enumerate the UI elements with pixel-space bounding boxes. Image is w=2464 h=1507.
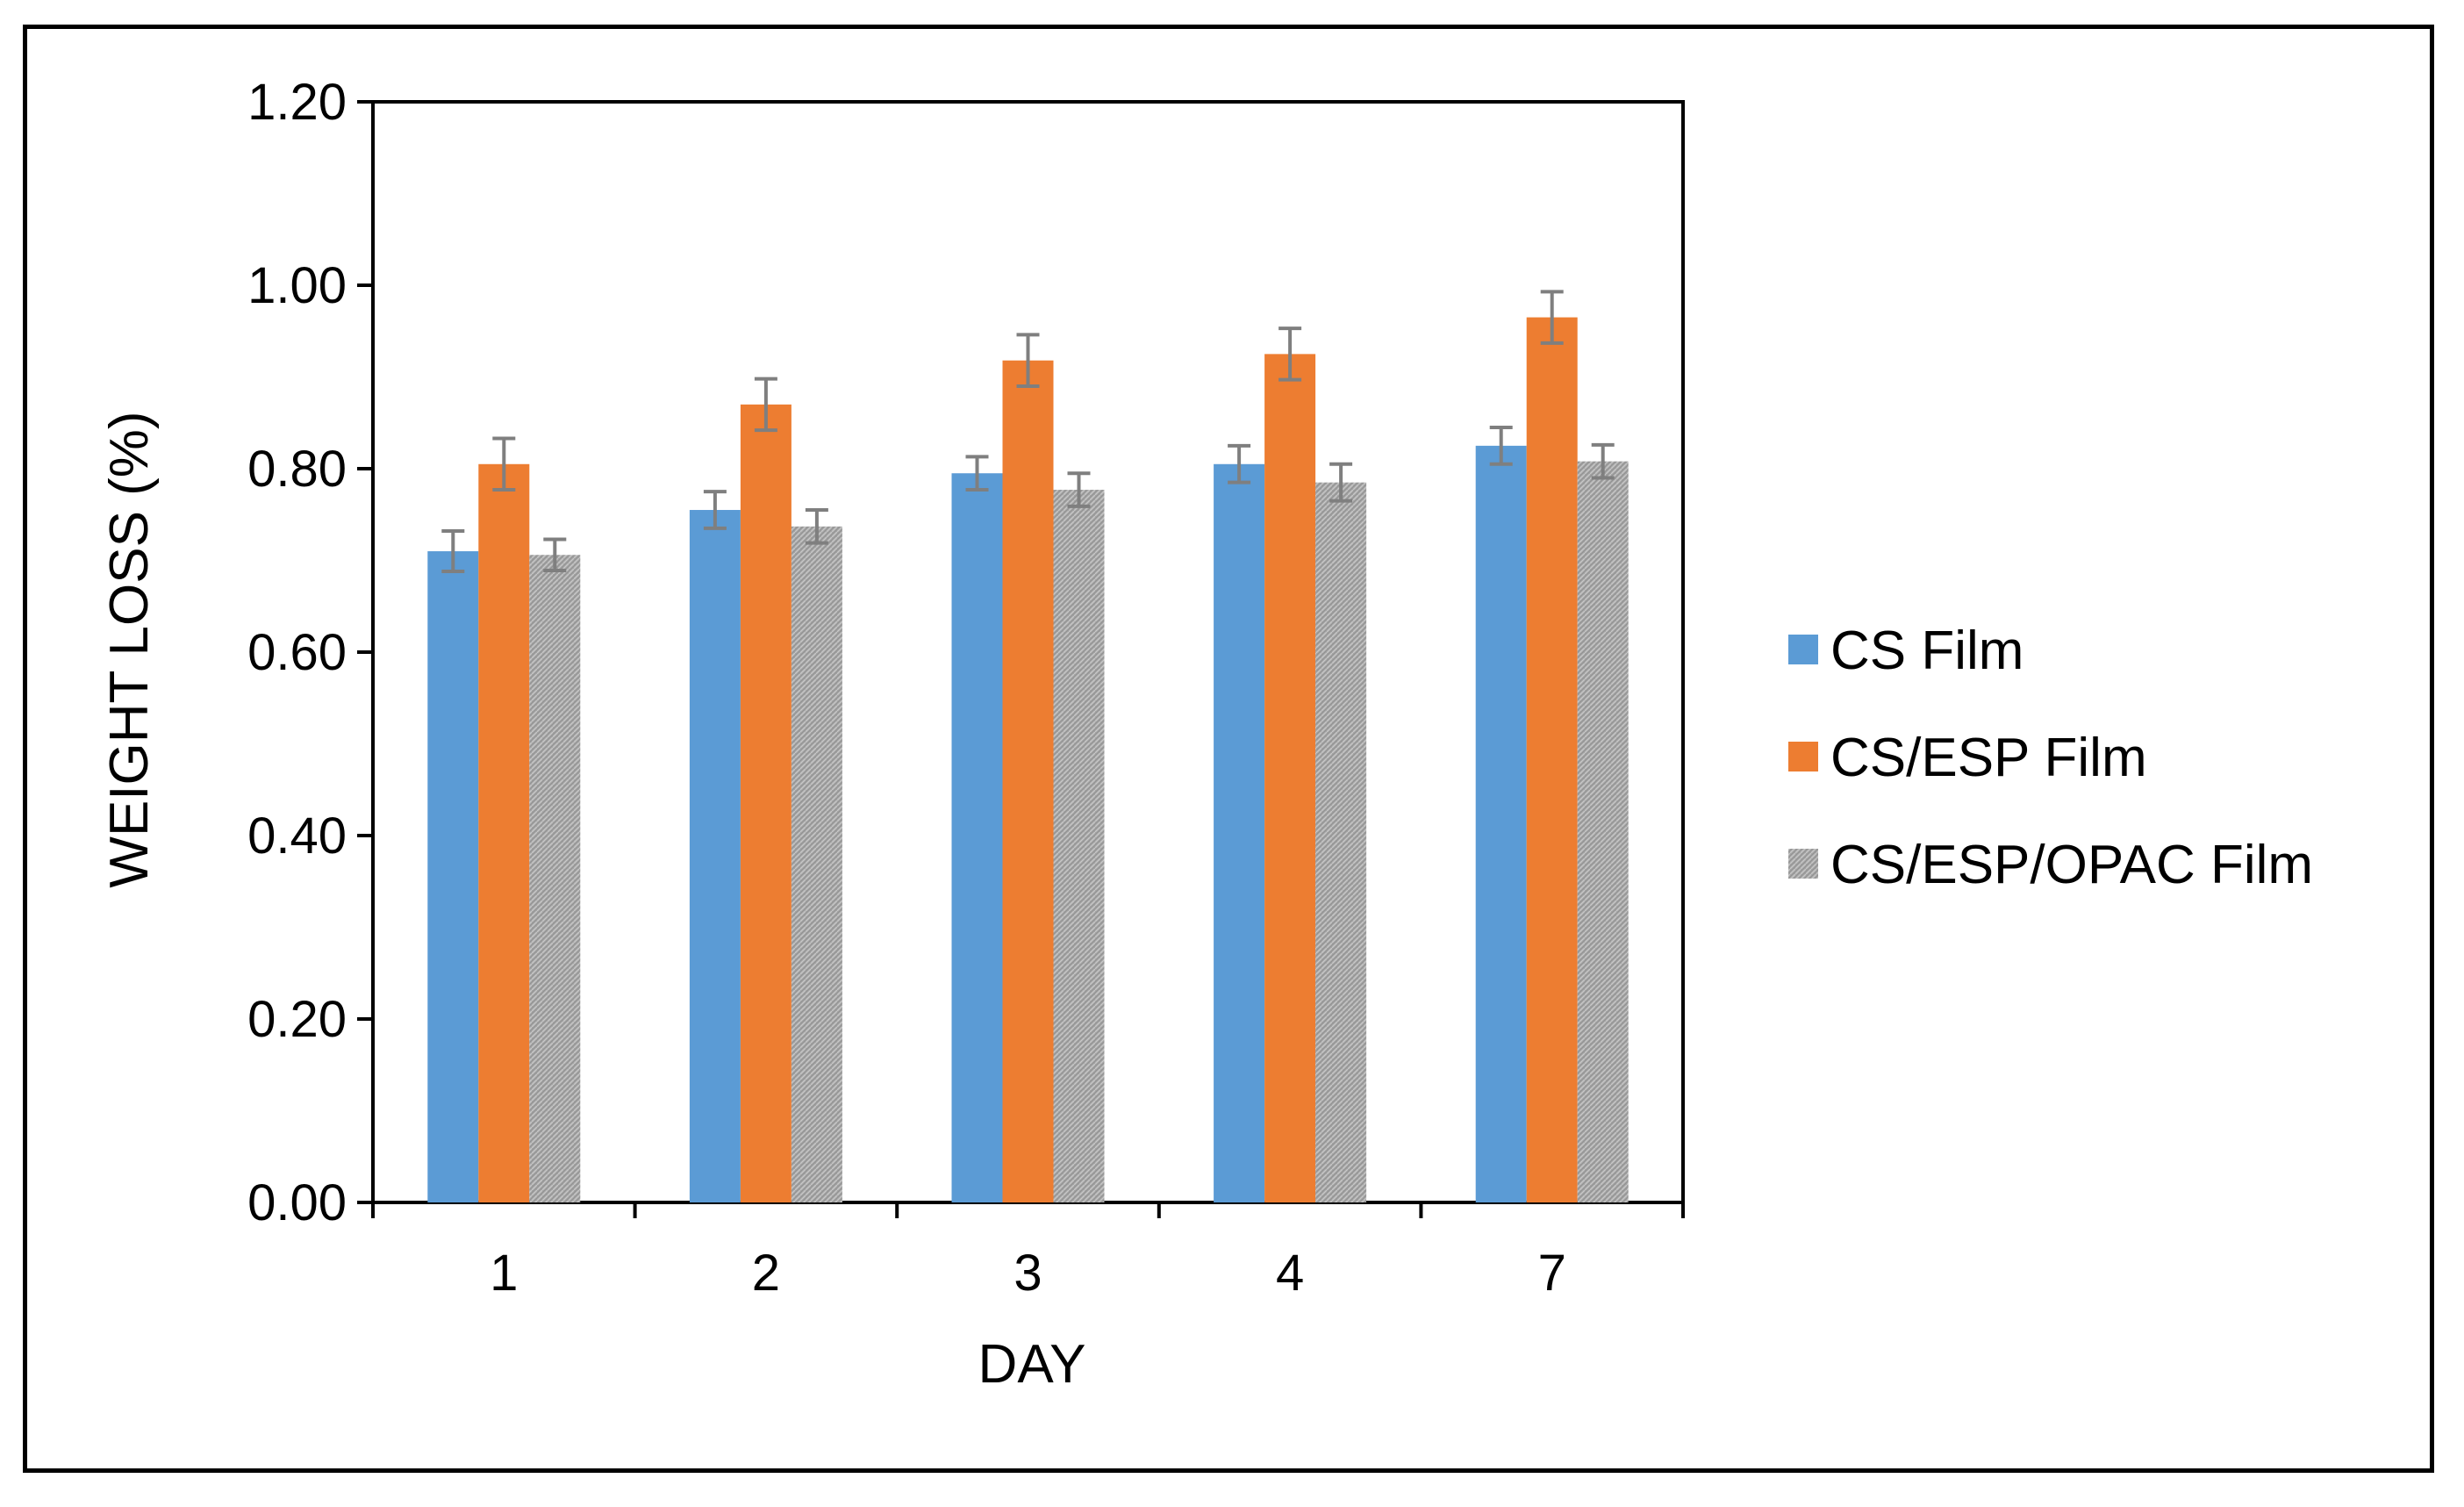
error-bar xyxy=(1540,290,1564,345)
legend-label: CS Film xyxy=(1830,621,2023,681)
y-tick-label: 0.20 xyxy=(247,991,347,1048)
error-bar xyxy=(1329,462,1353,503)
y-tick-label: 0.40 xyxy=(247,807,347,865)
bar-cs-esp-film-day-2 xyxy=(740,404,791,1203)
legend: CS Film CS/ESP Film CS/ESP/OPAC Film xyxy=(1788,621,2313,895)
bar-cs-film-day-2 xyxy=(689,510,741,1202)
bar-cs-esp-film-day-1 xyxy=(478,463,530,1202)
bar-cs-esp-opac-film-day-2 xyxy=(791,526,842,1202)
y-tick-label: 1.00 xyxy=(247,257,347,314)
x-tick-label: 4 xyxy=(1276,1245,1304,1302)
y-axis-title: WEIGHT LOSS (%) xyxy=(99,411,160,887)
error-bar xyxy=(441,529,465,574)
bar-cs-esp-film-day-3 xyxy=(1002,360,1054,1202)
bar-cs-film-day-3 xyxy=(951,473,1003,1202)
y-tick-label: 1.20 xyxy=(247,74,347,131)
bar-cs-film-day-7 xyxy=(1475,445,1527,1202)
x-tick-label: 3 xyxy=(1014,1245,1042,1302)
error-bar xyxy=(1228,443,1251,484)
x-tick-label: 2 xyxy=(752,1245,780,1302)
legend-swatch xyxy=(1788,635,1818,664)
bar-cs-film-day-1 xyxy=(427,551,479,1202)
x-axis: 1 2 3 4 7 xyxy=(371,1202,1685,1302)
y-tick-label: 0.80 xyxy=(247,441,347,498)
bar-cs-esp-opac-film-day-3 xyxy=(1053,490,1105,1202)
bar-cs-esp-film-day-4 xyxy=(1264,354,1316,1202)
error-bar xyxy=(965,455,989,492)
bar-cs-esp-film-day-7 xyxy=(1526,317,1578,1202)
x-axis-title: DAY xyxy=(978,1334,1086,1395)
error-bar xyxy=(1279,327,1302,382)
legend-swatch xyxy=(1788,849,1818,879)
y-axis: 0.00 0.20 0.40 0.60 0.80 1.00 1.20 xyxy=(247,74,373,1231)
error-bar xyxy=(754,377,777,433)
error-bar xyxy=(492,436,516,492)
error-bar xyxy=(1591,442,1615,480)
y-tick-label: 0.60 xyxy=(247,624,347,681)
legend-swatch xyxy=(1788,742,1818,771)
legend-label: CS/ESP/OPAC Film xyxy=(1830,835,2313,895)
x-tick-label: 1 xyxy=(490,1245,518,1302)
bars xyxy=(427,317,1629,1203)
bar-cs-esp-opac-film-day-1 xyxy=(529,555,581,1202)
error-bar xyxy=(1067,471,1091,508)
y-tick-label: 0.00 xyxy=(247,1174,347,1231)
bar-cs-esp-opac-film-day-4 xyxy=(1315,482,1367,1202)
legend-label: CS/ESP Film xyxy=(1830,728,2147,788)
error-bar xyxy=(543,537,567,572)
error-bar xyxy=(805,508,828,545)
error-bars xyxy=(441,290,1615,574)
error-bar xyxy=(1489,425,1513,466)
bar-cs-film-day-4 xyxy=(1214,463,1265,1202)
bar-cs-esp-opac-film-day-7 xyxy=(1577,461,1629,1202)
error-bar xyxy=(703,490,727,530)
x-tick-label: 7 xyxy=(1538,1245,1566,1302)
error-bar xyxy=(1016,333,1040,388)
